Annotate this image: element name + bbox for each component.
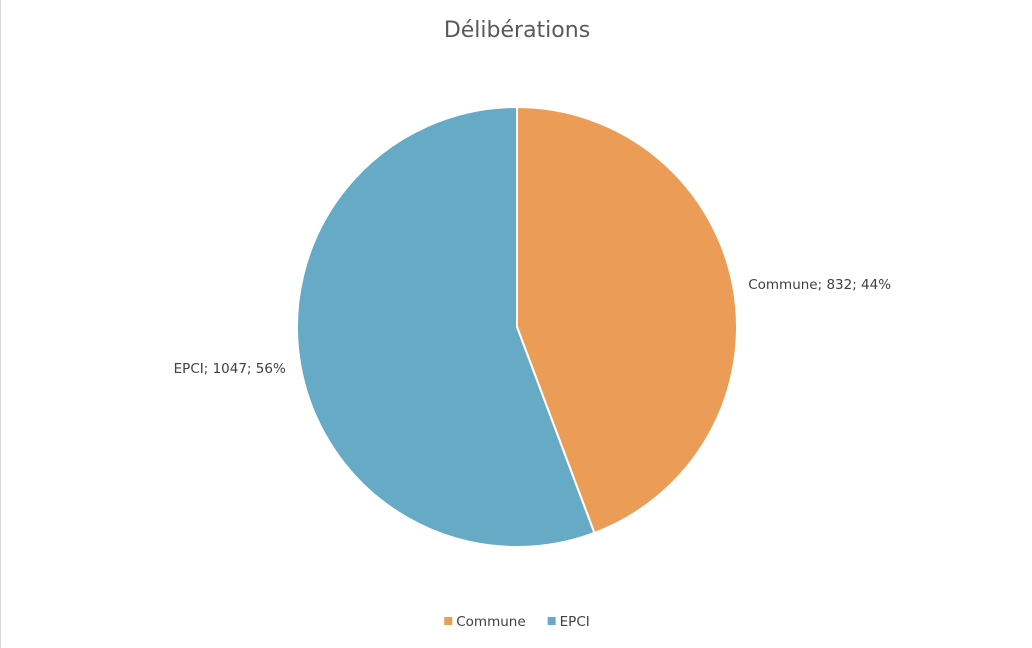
legend-label: Commune — [456, 614, 525, 630]
pie-slice — [296, 105, 596, 548]
data-label: EPCI; 1047; 56% — [174, 361, 286, 377]
legend-label: EPCI — [560, 614, 590, 630]
data-label: Commune; 832; 44% — [748, 277, 891, 293]
legend-swatch — [444, 617, 453, 625]
chart-title: Délibérations — [444, 18, 590, 43]
pie-slice — [516, 105, 738, 535]
legend-swatch — [547, 617, 556, 625]
